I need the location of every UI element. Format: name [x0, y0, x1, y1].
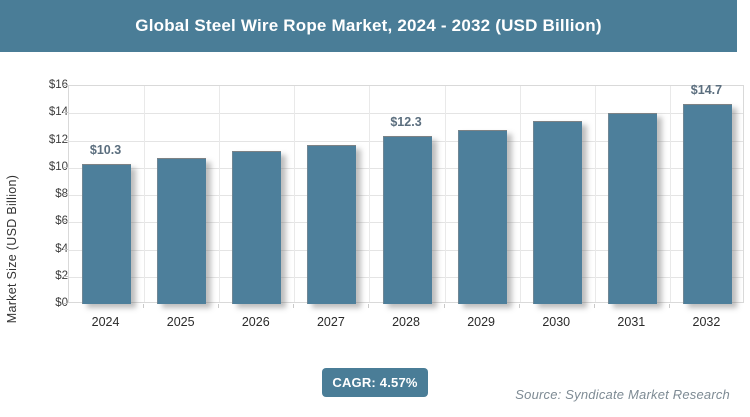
y-tick-label: $8 — [55, 188, 68, 200]
v-gridline — [369, 86, 371, 302]
bar-2032 — [682, 103, 732, 304]
y-tick-mark — [63, 85, 68, 86]
v-gridline — [144, 86, 146, 302]
plot-area — [68, 85, 744, 304]
x-category-label: 2028 — [392, 315, 420, 329]
x-category-label: 2031 — [617, 315, 646, 329]
y-tick-label: $14 — [48, 106, 68, 119]
bar-value-label: $12.3 — [390, 115, 422, 130]
v-gridline — [669, 86, 671, 302]
cagr-badge: CAGR: 4.57% — [322, 368, 428, 397]
bar-2030 — [532, 121, 582, 304]
y-tick-label: $10 — [48, 160, 68, 173]
v-gridline — [444, 86, 446, 302]
x-category-label: 2024 — [91, 315, 120, 329]
x-category-label: 2027 — [316, 315, 345, 329]
cagr-badge-label: CAGR: 4.57% — [332, 375, 418, 390]
v-gridline — [294, 86, 296, 302]
x-tick-mark — [218, 304, 220, 308]
x-tick-mark — [593, 304, 595, 308]
y-tick-mark — [63, 303, 68, 304]
x-category-label: 2032 — [692, 315, 721, 329]
y-tick-mark — [63, 194, 68, 195]
y-tick-label: $0 — [55, 297, 68, 309]
y-tick-mark — [63, 166, 68, 168]
y-tick-mark — [63, 221, 68, 223]
x-tick-mark — [443, 304, 445, 308]
bar-2027 — [307, 144, 357, 304]
chart-title-banner: Global Steel Wire Rope Market, 2024 - 20… — [0, 0, 737, 52]
bar-2029 — [457, 129, 507, 304]
bar-2024 — [82, 163, 132, 304]
x-tick-mark — [668, 304, 670, 308]
y-tick-mark — [63, 112, 68, 114]
bar-value-label: $14.7 — [690, 82, 723, 97]
x-tick-mark — [143, 304, 145, 308]
bar-chart: Market Size (USD Billion) $0 $2 $4 $6 $8 $10 $… — [0, 52, 750, 342]
y-tick-mark — [63, 139, 68, 141]
x-category-label: 2029 — [467, 315, 496, 329]
chart-title: Global Steel Wire Rope Market, 2024 - 20… — [135, 16, 602, 35]
v-gridline — [219, 86, 221, 302]
x-category-label: 2030 — [542, 315, 571, 329]
x-category-label: 2025 — [166, 315, 195, 329]
y-tick-label: $6 — [55, 215, 68, 228]
bar-2026 — [232, 151, 282, 304]
v-gridline — [519, 86, 521, 302]
bar-value-label: $10.3 — [89, 142, 122, 157]
source-credit: Source: Syndicate Market Research — [515, 387, 730, 402]
y-tick-label: $12 — [48, 133, 68, 146]
x-tick-mark — [518, 304, 520, 308]
x-tick-mark — [368, 304, 370, 308]
chart-footer: CAGR: 4.57% Source: Syndicate Market Res… — [0, 342, 750, 417]
bar-2025 — [157, 158, 207, 304]
y-tick-mark — [63, 248, 68, 250]
y-tick-label: $16 — [48, 79, 68, 91]
bar-2031 — [607, 113, 657, 304]
y-tick-mark — [63, 275, 68, 277]
v-gridline — [594, 86, 596, 302]
y-tick-label: $4 — [55, 242, 68, 255]
x-tick-mark — [293, 304, 295, 308]
x-category-label: 2026 — [241, 315, 270, 329]
bar-2028 — [382, 136, 432, 304]
y-tick-label: $2 — [55, 269, 68, 282]
h-gridline — [69, 113, 743, 115]
y-axis-title: Market Size (USD Billion) — [5, 174, 19, 324]
